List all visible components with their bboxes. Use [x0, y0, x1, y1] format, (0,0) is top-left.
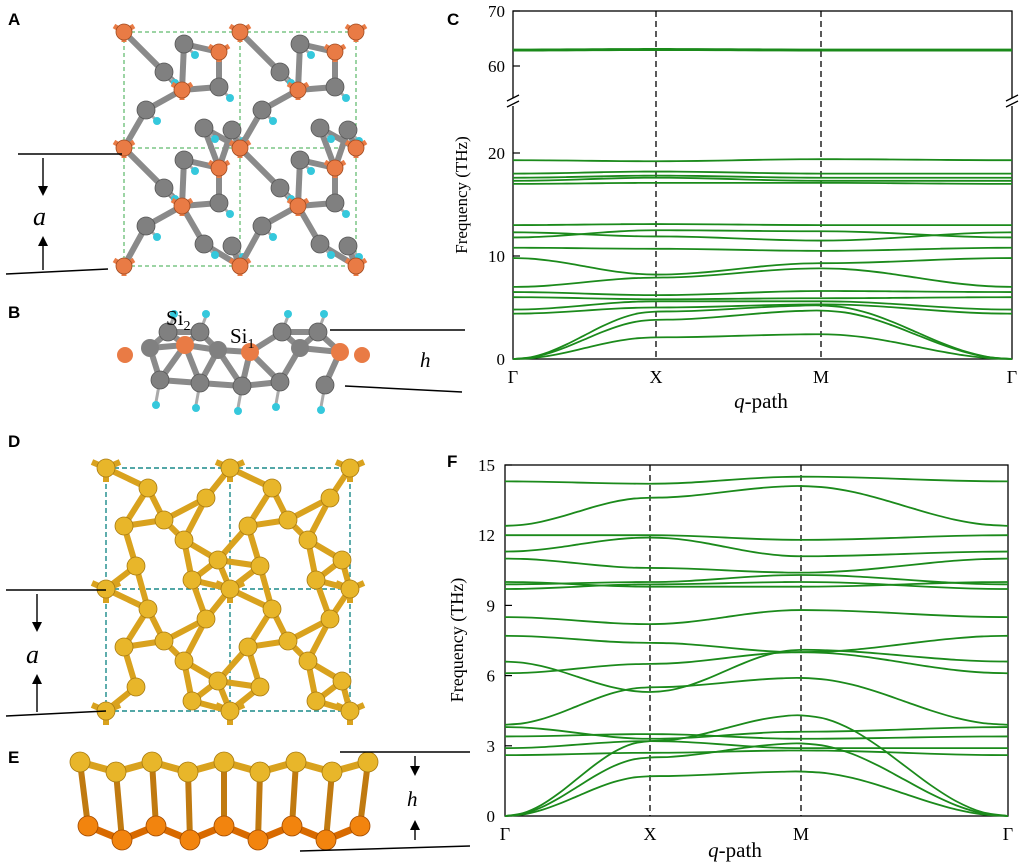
- atom-label-si1: Si1: [230, 324, 255, 352]
- structure-a: [112, 23, 368, 276]
- panel-letter-b: B: [8, 303, 21, 322]
- height-label-e: h: [407, 787, 418, 811]
- height-dimension-b: h Si2 Si1: [166, 306, 465, 393]
- panel-letter-e: E: [8, 748, 20, 767]
- panel-letter-d: D: [8, 432, 21, 451]
- lattice-label-d: a: [26, 640, 39, 669]
- lattice-label-a: a: [33, 202, 46, 231]
- structure-e: [69, 751, 379, 851]
- height-dimension-e: h: [299, 751, 471, 852]
- structure-d: [90, 458, 366, 725]
- panel-letter-a: A: [8, 10, 21, 29]
- lattice-dimension-a: a: [5, 153, 122, 275]
- height-label-b: h: [420, 348, 431, 372]
- lattice-dimension-d: a: [5, 589, 107, 717]
- structure-b: [117, 310, 370, 415]
- panel-letter-f: F: [447, 452, 458, 471]
- panel-letter-c: C: [447, 10, 460, 29]
- atom-label-si2: Si2: [166, 306, 191, 334]
